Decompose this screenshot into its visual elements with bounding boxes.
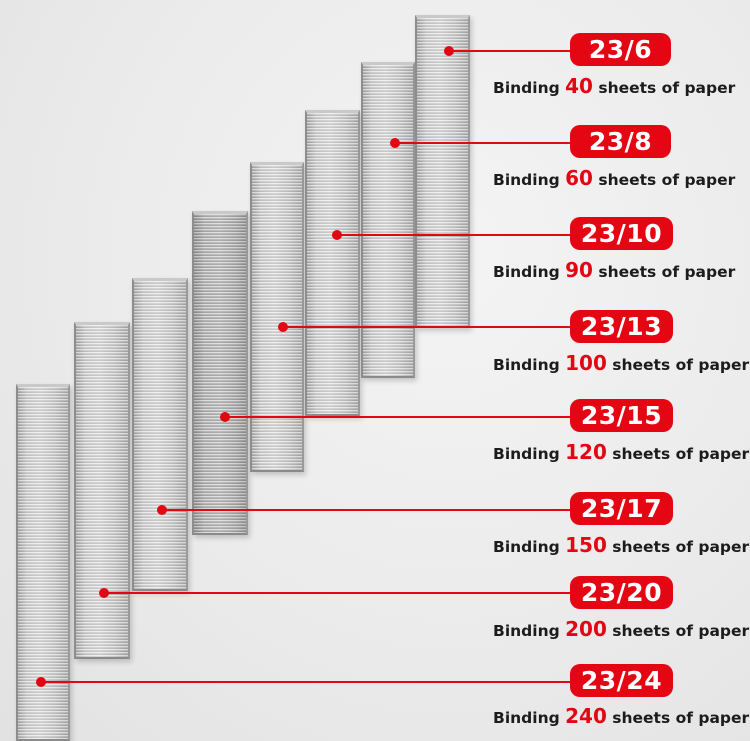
size-badge-23-24: 23/24 xyxy=(570,664,673,697)
binding-capacity-23-8: Binding 60 sheets of paper xyxy=(493,166,736,190)
size-badge-23-15: 23/15 xyxy=(570,399,673,432)
binding-capacity-23-20: Binding 200 sheets of paper xyxy=(493,617,750,641)
leader-line-23-20 xyxy=(104,592,575,594)
staple-strip-23-10 xyxy=(305,110,360,416)
binding-capacity-23-24: Binding 240 sheets of paper xyxy=(493,704,750,728)
leader-line-23-6 xyxy=(449,50,575,52)
size-badge-23-6: 23/6 xyxy=(570,33,671,66)
size-badge-23-13: 23/13 xyxy=(570,310,673,343)
staple-strip-23-15 xyxy=(192,211,248,535)
leader-line-23-17 xyxy=(162,509,575,511)
size-badge-23-10: 23/10 xyxy=(570,217,673,250)
binding-capacity-23-15: Binding 120 sheets of paper xyxy=(493,440,750,464)
leader-line-23-15 xyxy=(225,416,575,418)
staple-strip-23-8 xyxy=(361,62,415,378)
binding-capacity-23-6: Binding 40 sheets of paper xyxy=(493,74,736,98)
size-badge-23-20: 23/20 xyxy=(570,576,673,609)
size-badge-23-17: 23/17 xyxy=(570,492,673,525)
staple-strip-23-20 xyxy=(74,322,130,659)
binding-capacity-23-13: Binding 100 sheets of paper xyxy=(493,351,750,375)
leader-line-23-24 xyxy=(41,681,575,683)
staple-strip-23-6 xyxy=(415,15,470,328)
staple-strip-23-13 xyxy=(250,162,304,472)
leader-line-23-10 xyxy=(337,234,575,236)
staple-strip-23-17 xyxy=(132,278,188,591)
leader-line-23-13 xyxy=(283,326,575,328)
staple-strip-23-24 xyxy=(16,384,70,741)
binding-capacity-23-10: Binding 90 sheets of paper xyxy=(493,258,736,282)
size-badge-23-8: 23/8 xyxy=(570,125,671,158)
leader-line-23-8 xyxy=(395,142,575,144)
binding-capacity-23-17: Binding 150 sheets of paper xyxy=(493,533,750,557)
